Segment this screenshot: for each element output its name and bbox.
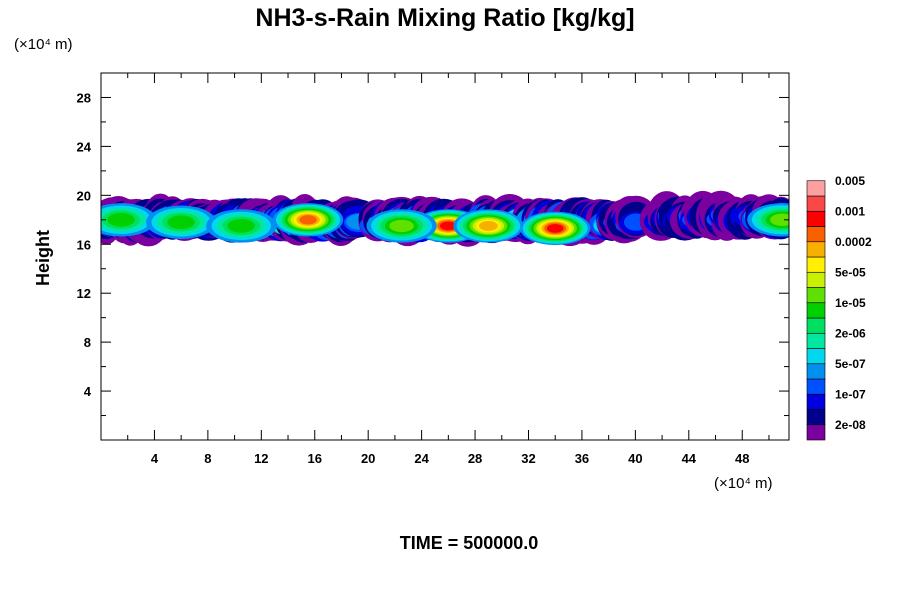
x-tick-label: 48 (735, 451, 749, 466)
cloud-core (546, 223, 564, 233)
x-tick-label: 24 (414, 451, 429, 466)
colorbar-swatch (806, 363, 826, 380)
colorbar-swatch (806, 241, 826, 258)
colorbar-swatch (806, 393, 826, 410)
y-tick-label: 8 (84, 335, 91, 350)
x-tick-label: 4 (151, 451, 159, 466)
x-tick-label: 36 (575, 451, 589, 466)
cloud-core (440, 221, 457, 231)
plot-area (100, 72, 790, 441)
y-tick-label: 12 (77, 286, 91, 301)
colorbar-swatch (806, 271, 826, 288)
colorbar-label: 0.001 (835, 204, 865, 218)
x-tick-label: 32 (521, 451, 535, 466)
y-axis-label: Height (33, 230, 53, 286)
colorbar-swatch (806, 424, 826, 441)
time-label: TIME = 500000.0 (400, 533, 539, 553)
colorbar-swatch (806, 195, 826, 212)
x-tick-label: 8 (204, 451, 211, 466)
plot-frame (100, 72, 790, 441)
cloud-core (107, 212, 135, 227)
colorbar-swatch (806, 409, 826, 426)
cloud-core (299, 215, 317, 225)
colorbar-swatch (806, 256, 826, 273)
cloud-core (227, 219, 255, 233)
colorbar-label: 5e-07 (835, 357, 866, 371)
colorbar-label: 1e-05 (835, 296, 866, 310)
x-tick-label: 28 (468, 451, 482, 466)
chart-title: NH3-s-Rain Mixing Ratio [kg/kg] (255, 4, 634, 32)
colorbar-swatch (806, 210, 826, 227)
colorbar-swatch (806, 348, 826, 365)
colorbar-label: 0.0002 (835, 235, 872, 249)
colorbar-swatch (806, 180, 826, 197)
y-tick-label: 16 (77, 237, 91, 252)
colorbar-label: 2e-06 (835, 326, 866, 340)
y-axis-unit: (×10⁴ m) (14, 36, 73, 53)
x-tick-label: 44 (682, 451, 697, 466)
colorbar-swatch (806, 302, 826, 319)
colorbar-label: 5e-05 (835, 265, 866, 279)
cloud-core (770, 213, 789, 226)
x-tick-label: 16 (308, 451, 322, 466)
cloud-core (167, 215, 195, 230)
y-tick-label: 4 (84, 384, 92, 399)
cloud-core (389, 219, 414, 233)
colorbar-label: 1e-07 (835, 387, 866, 401)
y-tick-label: 28 (77, 90, 91, 105)
x-axis-unit: (×10⁴ m) (714, 475, 773, 492)
colorbar-swatch (806, 317, 826, 334)
colorbar-swatch (806, 287, 826, 304)
cloud-core (479, 221, 498, 231)
colorbar-label: 2e-08 (835, 418, 866, 432)
colorbar-swatch (806, 226, 826, 243)
y-tick-label: 20 (77, 188, 91, 203)
x-tick-label: 40 (628, 451, 642, 466)
y-tick-label: 24 (77, 139, 92, 154)
x-tick-label: 20 (361, 451, 375, 466)
colorbar: 2e-08 1e-07 5e-07 2e-06 1e-05 5e-05 0.0002 0.00… (806, 174, 872, 441)
colorbar-swatch (806, 378, 826, 395)
x-tick-label: 12 (254, 451, 268, 466)
colorbar-label: 0.005 (835, 174, 865, 188)
colorbar-swatch (806, 332, 826, 349)
